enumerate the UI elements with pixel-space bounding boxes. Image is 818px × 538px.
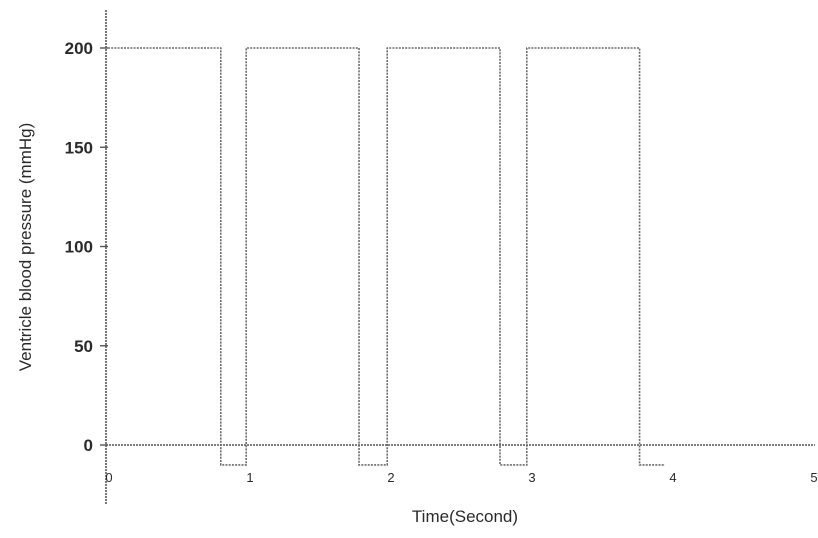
x-tick-label: 5 [810, 470, 817, 485]
x-tick-labels: 0 1 2 3 4 5 [105, 470, 817, 485]
pressure-series-line [108, 47, 665, 466]
y-tick-labels: 0 50 100 150 200 [65, 39, 93, 455]
x-tick-label: 2 [387, 470, 394, 485]
y-tick-label: 50 [74, 337, 93, 356]
y-tick-label: 0 [84, 436, 93, 455]
x-tick-label: 1 [246, 470, 253, 485]
series-layer [108, 47, 665, 466]
x-tick-label: 3 [528, 470, 535, 485]
y-axis-title: Ventricle blood pressure (mmHg) [16, 123, 35, 371]
x-tick-label: 4 [669, 470, 676, 485]
y-tick-label: 150 [65, 138, 93, 157]
tick-marks [100, 47, 108, 446]
axes [105, 10, 815, 505]
y-tick-label: 100 [65, 238, 93, 257]
x-axis-title: Time(Second) [412, 507, 518, 526]
x-tick-label: 0 [105, 470, 112, 485]
y-tick-label: 200 [65, 39, 93, 58]
